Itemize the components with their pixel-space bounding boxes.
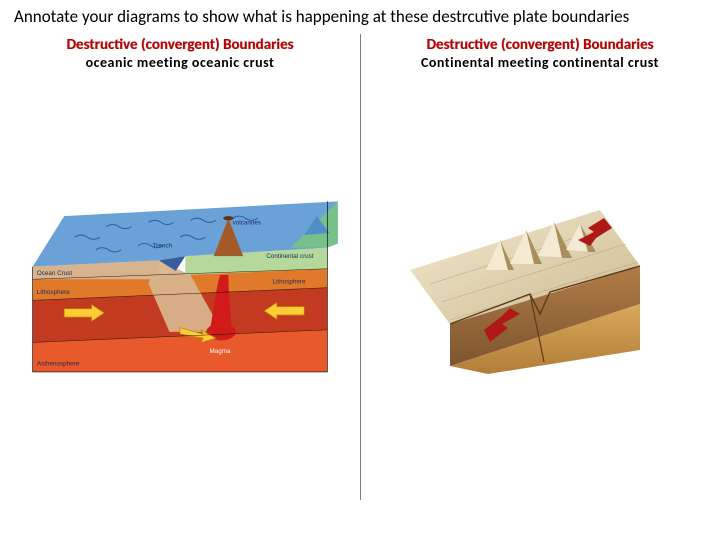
continental-continental-svg — [380, 174, 700, 374]
left-column: Destructive (convergent) Boundaries ocea… — [0, 34, 360, 540]
label-cont-crust: Continental crust — [266, 253, 314, 260]
label-magma: Magma — [209, 348, 230, 355]
worksheet-page: Annotate your diagrams to show what is h… — [0, 0, 720, 540]
label-volcanoes: volcanoes — [233, 220, 261, 227]
label-lithosphere-l: Lithosphere — [37, 289, 70, 296]
left-diagram: Ocean Crust Trench volcanoes Continental… — [20, 174, 340, 374]
right-header: Destructive (convergent) Boundaries Cont… — [360, 36, 720, 73]
right-title-line1: Destructive (convergent) Boundaries — [426, 37, 653, 54]
label-asthenosphere: Asthenosphere — [37, 361, 80, 368]
label-ocean-crust: Ocean Crust — [37, 270, 73, 277]
left-title-line2: oceanic meeting oceanic crust — [86, 54, 275, 71]
oceanic-oceanic-svg: Ocean Crust Trench volcanoes Continental… — [20, 174, 340, 374]
instruction-text: Annotate your diagrams to show what is h… — [14, 6, 706, 27]
right-title-line2: Continental meeting continental crust — [421, 54, 659, 71]
label-trench: Trench — [153, 243, 173, 250]
columns-container: Destructive (convergent) Boundaries ocea… — [0, 34, 720, 540]
right-column: Destructive (convergent) Boundaries Cont… — [360, 34, 720, 540]
left-header: Destructive (convergent) Boundaries ocea… — [0, 36, 360, 73]
label-lithosphere-r: Lithosphere — [273, 278, 306, 285]
left-title-line1: Destructive (convergent) Boundaries — [66, 37, 293, 54]
right-diagram — [380, 174, 700, 374]
